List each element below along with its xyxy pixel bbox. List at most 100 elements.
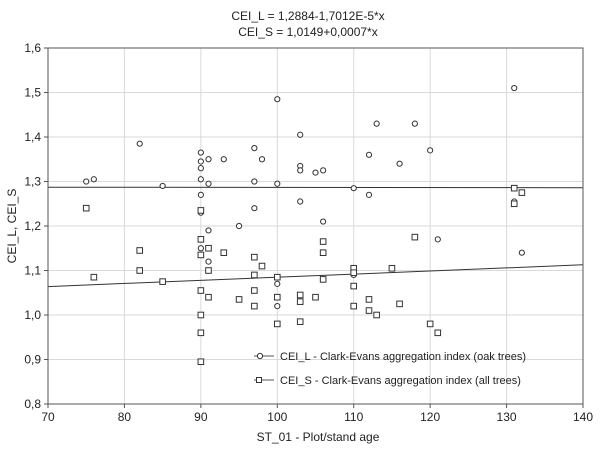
data-point-square — [350, 302, 358, 310]
y-tick-label: 0,8 — [24, 397, 41, 411]
data-point-square — [235, 296, 243, 303]
data-point-square — [273, 293, 281, 301]
data-point-square — [365, 296, 373, 303]
data-point-square — [350, 269, 358, 277]
data-point-circle — [320, 218, 327, 225]
data-point-circle — [373, 120, 380, 127]
data-point-square — [82, 204, 90, 212]
data-point-square — [136, 267, 144, 274]
data-points — [82, 84, 526, 366]
x-tick-label: 90 — [194, 410, 208, 424]
x-tick-label: 140 — [573, 410, 593, 424]
y-tick-label: 0,9 — [24, 353, 41, 367]
data-point-square — [319, 238, 327, 245]
x-tick-label: 120 — [420, 410, 440, 424]
y-tick-label: 1,5 — [24, 86, 41, 100]
data-point-square — [373, 311, 380, 319]
data-point-circle — [518, 249, 525, 256]
data-point-square — [197, 207, 205, 214]
data-point-circle — [274, 280, 281, 287]
data-point-circle — [90, 176, 97, 183]
data-point-circle — [274, 96, 281, 103]
data-point-square — [197, 358, 205, 366]
data-point-square — [296, 318, 304, 325]
y-tick-label: 1,0 — [24, 308, 41, 322]
data-point-circle — [411, 120, 418, 127]
x-tick-label: 100 — [267, 410, 287, 424]
y-tick-label: 1,2 — [24, 219, 41, 233]
data-point-square — [350, 282, 358, 290]
data-point-circle — [258, 156, 266, 163]
data-point-circle — [251, 178, 258, 185]
data-point-square — [205, 267, 212, 274]
data-point-circle — [251, 205, 258, 212]
data-point-circle — [274, 303, 281, 310]
data-point-square — [251, 287, 258, 294]
data-point-square — [220, 249, 228, 256]
data-point-circle — [197, 245, 204, 252]
data-point-square — [258, 262, 266, 270]
data-point-square — [518, 189, 526, 196]
data-point-square — [319, 249, 327, 256]
data-point-circle — [205, 227, 212, 234]
chart-title-line-1: CEI_L = 1,2884-1,7012E-5*x — [231, 9, 384, 23]
x-axis-label: ST_01 - Plot/stand age — [257, 430, 380, 444]
data-point-circle — [297, 131, 304, 138]
data-point-square — [510, 200, 518, 208]
data-point-square — [312, 293, 319, 301]
data-point-square — [197, 236, 205, 243]
data-point-circle — [197, 176, 204, 183]
data-point-square — [296, 291, 304, 299]
data-point-square — [273, 273, 281, 281]
legend-marker-circle-icon — [256, 352, 264, 360]
data-point-circle — [197, 158, 204, 165]
data-point-square — [273, 320, 281, 328]
x-tick-label: 80 — [118, 410, 132, 424]
axes — [44, 47, 584, 408]
data-point-circle — [205, 180, 212, 187]
data-point-square — [205, 244, 212, 252]
legend: CEI_L - Clark-Evans aggregation index (o… — [254, 351, 526, 387]
data-point-circle — [297, 167, 304, 174]
data-point-circle — [197, 149, 204, 156]
x-tick-label: 70 — [41, 410, 55, 424]
grid — [48, 48, 583, 404]
y-axis-label: CEI_L, CEI_S — [5, 189, 19, 264]
fit-lines — [47, 186, 584, 288]
data-point-circle — [320, 167, 327, 174]
data-point-square — [388, 264, 396, 272]
data-point-circle — [197, 191, 204, 198]
data-point-square — [136, 247, 144, 254]
data-point-square — [411, 233, 419, 241]
data-point-circle — [274, 180, 281, 187]
y-tick-label: 1,4 — [24, 130, 41, 144]
y-tick-label: 1,6 — [24, 41, 41, 55]
data-point-square — [197, 311, 205, 319]
data-point-square — [205, 293, 212, 301]
data-point-circle — [365, 151, 373, 158]
data-point-square — [251, 302, 258, 310]
data-point-square — [365, 307, 373, 314]
data-point-circle — [434, 236, 441, 243]
data-point-circle — [396, 160, 403, 167]
data-point-square — [251, 253, 258, 261]
tick-labels: 70 80 90 100 110 120 130 140 0,8 0,9 1,0 1,1 1,2 1,3 1… — [24, 41, 593, 424]
data-point-square — [197, 251, 205, 259]
data-point-circle — [136, 140, 143, 147]
data-point-square — [396, 300, 403, 308]
chart-title-line-2: CEI_S = 1,0149+0,0007*x — [238, 25, 377, 39]
legend-label-oak: CEI_L - Clark-Evans aggregation index (o… — [280, 351, 526, 363]
x-tick-label: 110 — [344, 410, 363, 424]
fit-line-oak — [47, 186, 584, 189]
data-point-square — [510, 184, 518, 192]
data-point-circle — [365, 191, 373, 198]
x-tick-label: 130 — [497, 410, 517, 424]
y-tick-label: 1,1 — [24, 264, 41, 278]
data-point-square — [159, 278, 166, 285]
data-point-circle — [197, 165, 204, 172]
data-point-square — [251, 271, 258, 279]
data-point-circle — [205, 156, 212, 163]
data-point-square — [197, 329, 205, 337]
data-point-circle — [159, 182, 166, 190]
